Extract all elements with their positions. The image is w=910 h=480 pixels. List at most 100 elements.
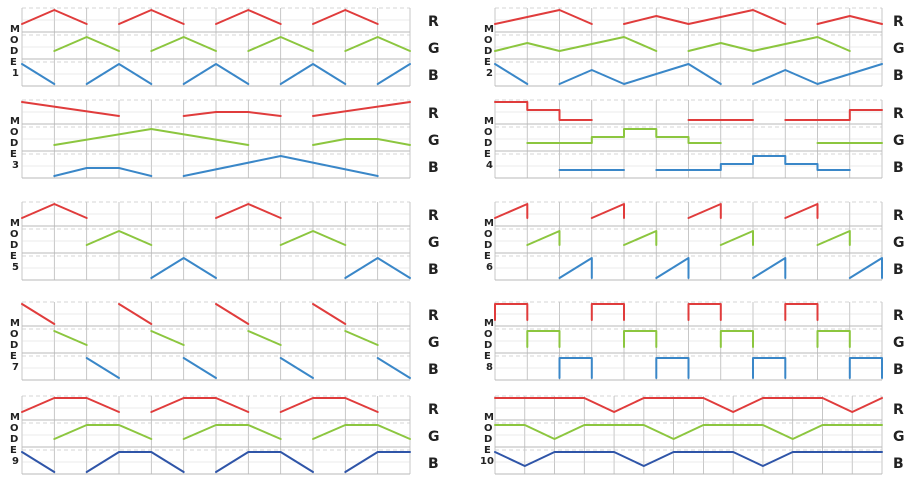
- waveform-b: [85, 357, 411, 379]
- grid: [494, 395, 883, 475]
- channel-label-b: B: [893, 68, 904, 84]
- mode-number: 10: [480, 456, 494, 467]
- waveform-r: [21, 303, 347, 325]
- mode-letter: O: [484, 127, 493, 138]
- waveform-b: [494, 451, 883, 467]
- grid: [494, 201, 883, 281]
- waveform-g: [53, 128, 411, 146]
- mode-letter: M: [10, 318, 20, 329]
- waveform-b: [558, 257, 883, 279]
- mode-letter: D: [484, 340, 492, 351]
- mode-number: 9: [12, 456, 19, 467]
- mode-number: 4: [486, 160, 493, 171]
- mode-letter: M: [10, 412, 20, 423]
- channel-label-r: R: [428, 106, 439, 122]
- channel-label-b: B: [428, 362, 439, 378]
- mode-letter: O: [10, 35, 19, 46]
- channel-label-r: R: [893, 14, 904, 30]
- channel-label-r: R: [428, 14, 439, 30]
- waveform-r: [494, 101, 883, 121]
- waveform-b: [21, 451, 411, 473]
- mode-number: 1: [12, 68, 19, 79]
- waveform-g: [53, 424, 411, 440]
- mode-letter: O: [484, 329, 493, 340]
- mode-letter: O: [10, 329, 19, 340]
- channel-label-b: B: [428, 160, 439, 176]
- waveform-g: [85, 230, 347, 246]
- channel-label-g: G: [893, 429, 905, 445]
- grid: [21, 395, 411, 475]
- mode-number: 6: [486, 262, 493, 273]
- mode-letter: D: [10, 240, 18, 251]
- mode-letter: D: [10, 46, 18, 57]
- channel-label-r: R: [428, 308, 439, 324]
- mode-letter: E: [10, 149, 17, 160]
- channel-label-g: G: [428, 133, 440, 149]
- channel-label-b: B: [893, 362, 904, 378]
- waveform-b: [558, 357, 883, 379]
- mode-letter: M: [484, 318, 494, 329]
- waveform-g: [526, 230, 851, 246]
- mode-letter: M: [10, 218, 20, 229]
- waveform-b: [21, 63, 411, 85]
- waveform-r: [494, 9, 883, 25]
- channel-label-g: G: [428, 429, 440, 445]
- waveform-g: [494, 36, 851, 52]
- mode-number: 7: [12, 362, 19, 373]
- channel-label-g: G: [428, 235, 440, 251]
- waveform-r: [494, 203, 819, 219]
- waveform-b: [53, 155, 379, 177]
- mode-number: 5: [12, 262, 19, 273]
- waveform-g: [53, 330, 379, 346]
- channel-label-r: R: [893, 308, 904, 324]
- mode-letter: O: [484, 35, 493, 46]
- channel-label-b: B: [428, 262, 439, 278]
- grid: [21, 301, 411, 381]
- waveform-g: [53, 36, 411, 52]
- mode-letter: D: [10, 138, 18, 149]
- waveform-r: [21, 397, 379, 413]
- waveform-g: [526, 330, 851, 348]
- channel-label-r: R: [428, 208, 439, 224]
- mode-number: 2: [486, 68, 493, 79]
- waveform-b: [558, 155, 851, 171]
- mode-letter: D: [484, 46, 492, 57]
- channel-label-r: R: [893, 402, 904, 418]
- waveform-r: [21, 9, 379, 25]
- mode-letter: O: [484, 423, 493, 434]
- channel-label-g: G: [893, 133, 905, 149]
- channel-label-g: G: [893, 335, 905, 351]
- channel-label-g: G: [893, 41, 905, 57]
- channel-label-r: R: [428, 402, 439, 418]
- waveform-r: [21, 101, 411, 117]
- waveform-b: [494, 63, 883, 85]
- mode-letter: E: [484, 149, 491, 160]
- mode-letter: E: [484, 445, 491, 456]
- mode-letter: D: [484, 240, 492, 251]
- mode-letter: M: [484, 218, 494, 229]
- mode-letter: E: [484, 351, 491, 362]
- mode-letter: D: [10, 340, 18, 351]
- waveform-r: [494, 303, 819, 321]
- mode-letter: E: [10, 445, 17, 456]
- channel-label-b: B: [428, 456, 439, 472]
- waveform-r: [21, 203, 282, 219]
- channel-label-b: B: [428, 68, 439, 84]
- mode-letter: M: [10, 116, 20, 127]
- mode-letter: E: [484, 57, 491, 68]
- channel-label-r: R: [893, 208, 904, 224]
- mode-letter: D: [10, 434, 18, 445]
- channel-label-r: R: [893, 106, 904, 122]
- channel-label-g: G: [428, 41, 440, 57]
- mode-number: 3: [12, 160, 19, 171]
- channel-label-b: B: [893, 456, 904, 472]
